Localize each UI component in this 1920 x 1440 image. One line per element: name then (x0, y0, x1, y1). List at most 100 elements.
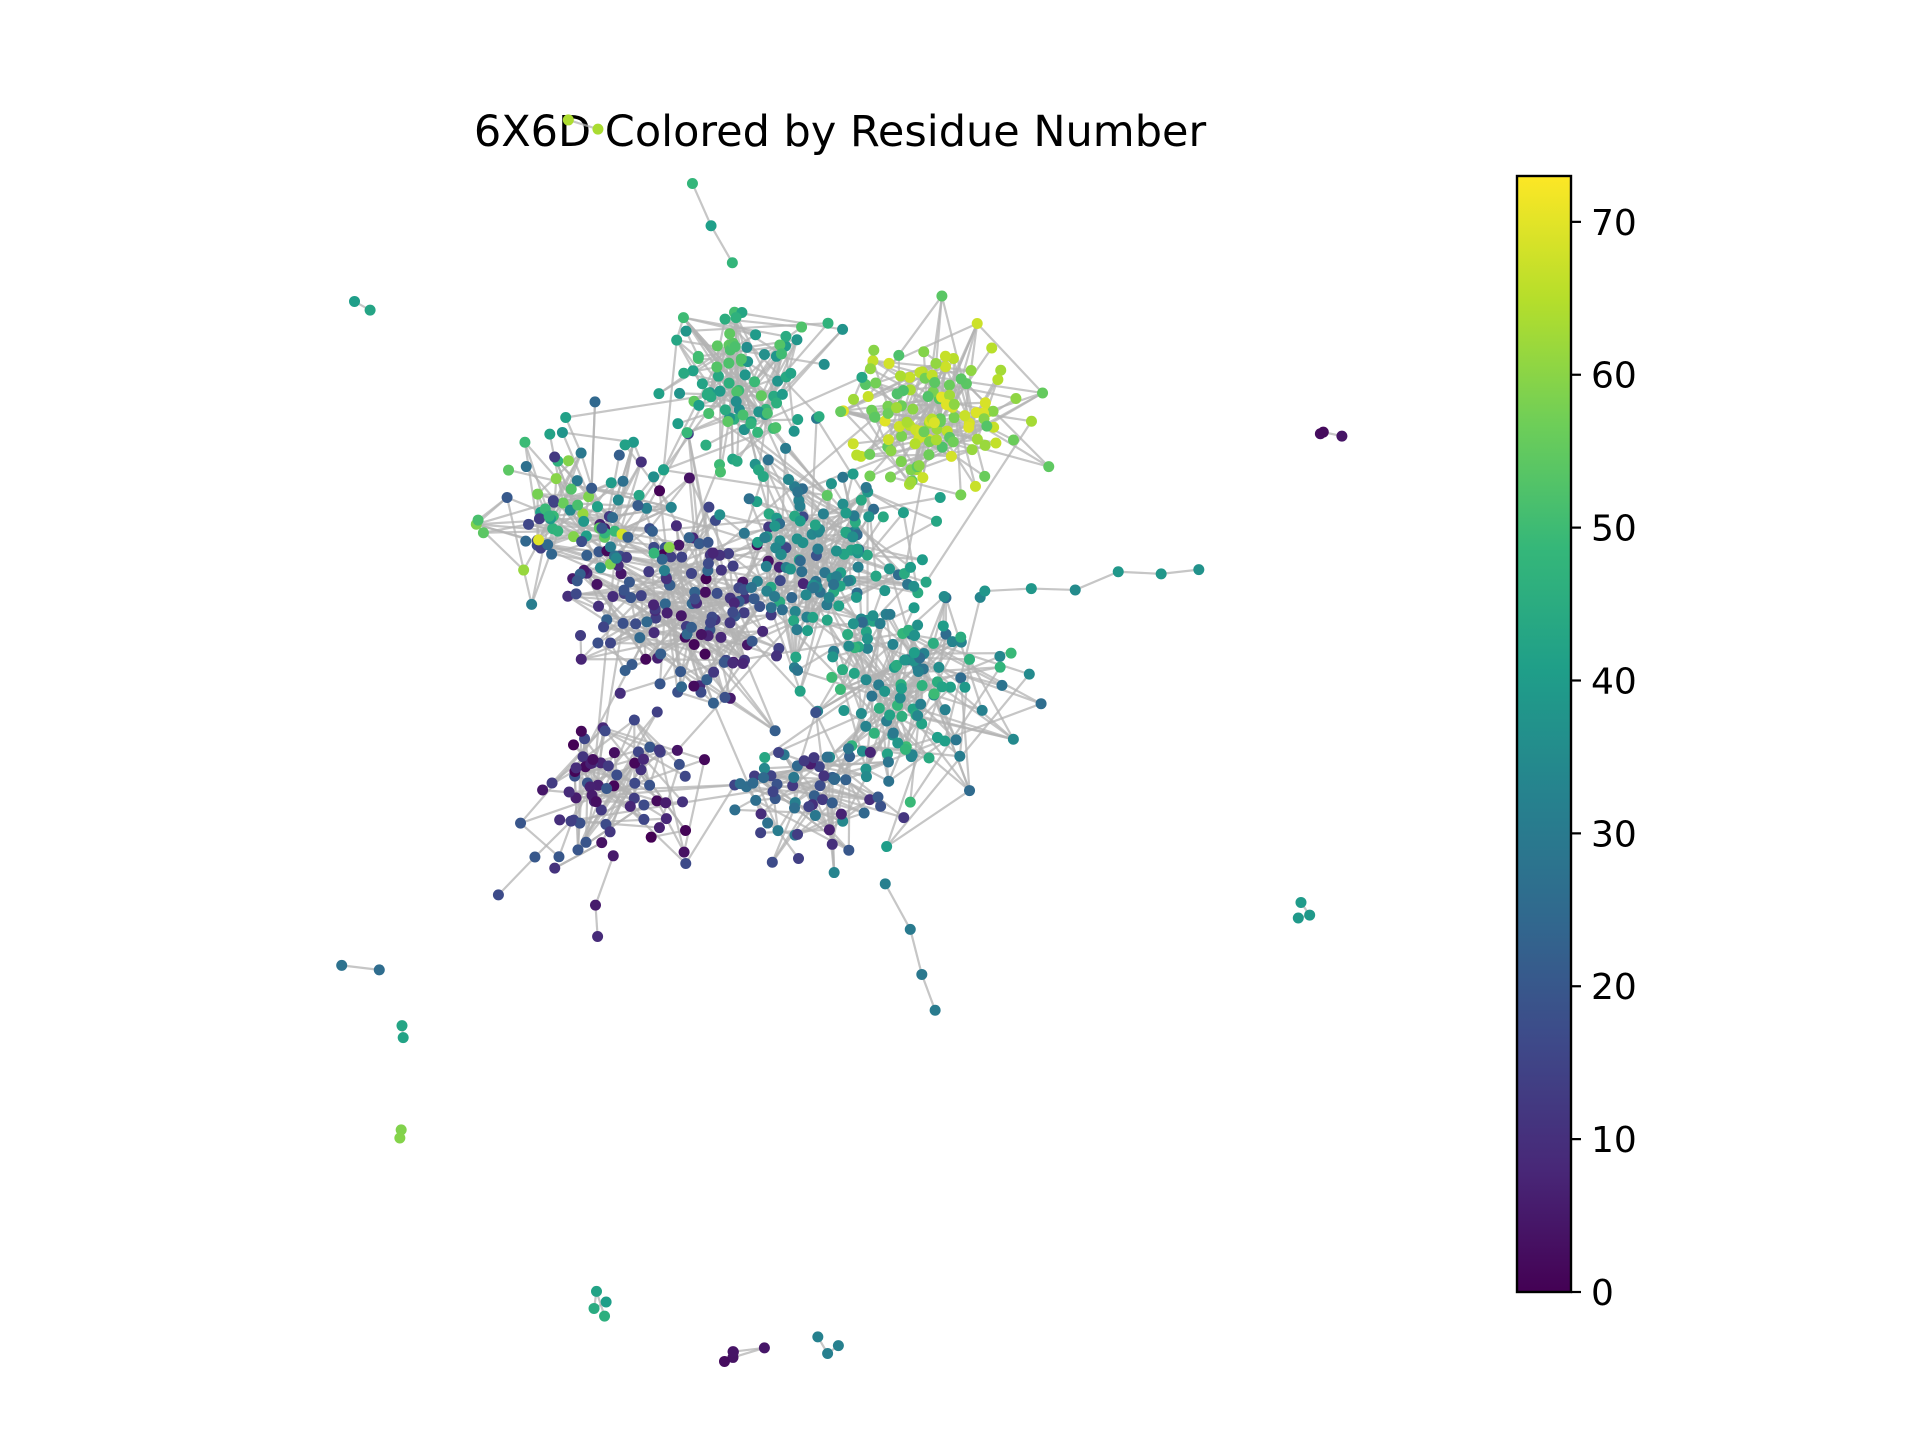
graph-edge (597, 711, 659, 786)
graph-node (994, 650, 1006, 662)
graph-node (549, 862, 561, 874)
graph-node (665, 551, 677, 563)
graph-node (882, 407, 894, 419)
graph-node (546, 548, 558, 560)
graph-node (783, 473, 795, 485)
graph-node (572, 844, 584, 856)
graph-node (589, 899, 601, 911)
graph-node (872, 791, 884, 803)
graph-node (808, 752, 820, 764)
graph-node (995, 364, 1007, 376)
graph-node (879, 685, 891, 697)
colorbar-tick-label: 70 (1591, 203, 1637, 244)
graph-node (818, 770, 830, 782)
graph-node (607, 590, 619, 602)
graph-node (648, 599, 660, 611)
graph-node (723, 548, 735, 560)
graph-edge (847, 645, 914, 756)
graph-edge (705, 577, 758, 583)
graph-node (922, 391, 934, 403)
graph-node (928, 417, 940, 429)
graph-node (665, 501, 677, 513)
graph-node (693, 538, 705, 550)
graph-node (729, 804, 741, 816)
graph-node (544, 428, 556, 440)
graph-node (843, 743, 855, 755)
graph-node (883, 357, 895, 369)
graph-node (904, 371, 916, 383)
graph-node (899, 654, 911, 666)
colorbar-tick-label: 30 (1591, 814, 1637, 855)
graph-node (731, 455, 743, 467)
graph-edge (933, 642, 1030, 676)
graph-node (790, 651, 802, 663)
graph-edge (662, 340, 678, 471)
graph-node (633, 489, 645, 501)
graph-node (891, 402, 903, 414)
graph-node (714, 466, 726, 478)
graph-edge (873, 665, 898, 734)
graph-node (856, 371, 868, 383)
graph-node (575, 630, 587, 642)
graph-node (614, 687, 626, 699)
graph-node (867, 610, 879, 622)
graph-node (897, 507, 909, 519)
graph-node (769, 590, 781, 602)
graph-node (927, 637, 939, 649)
graph-edge (688, 477, 707, 655)
graph-node (930, 358, 942, 370)
graph-node (933, 661, 945, 673)
graph-node (928, 688, 940, 700)
graph-node (861, 642, 873, 654)
graph-node (884, 471, 896, 483)
graph-edge (497, 856, 536, 896)
graph-node (523, 518, 535, 530)
graph-node (920, 576, 932, 588)
graph-node (702, 536, 714, 548)
graph-node (336, 959, 348, 971)
graph-edge (710, 225, 734, 264)
graph-node (759, 751, 771, 763)
graph-node (843, 844, 855, 856)
graph-node (656, 553, 668, 565)
graph-node (964, 653, 976, 665)
graph-node (708, 666, 720, 678)
graph-nodes (336, 114, 1348, 1367)
graph-edge (633, 719, 681, 766)
graph-edge (687, 433, 713, 554)
graph-node (828, 867, 840, 879)
graph-edge (774, 525, 826, 574)
graph-edge (723, 661, 776, 732)
graph-node (746, 635, 758, 647)
graph-node (731, 386, 743, 398)
graph-node (959, 410, 971, 422)
graph-node (994, 661, 1006, 673)
graph-node (613, 449, 625, 461)
graph-node (546, 777, 558, 789)
graph-node (847, 531, 859, 543)
graph-node (678, 846, 690, 858)
graph-node (758, 1342, 770, 1354)
graph-node (793, 853, 805, 865)
graph-edge (903, 441, 931, 574)
graph-node (894, 370, 906, 382)
graph-edge (819, 536, 854, 593)
graph-edge (476, 523, 588, 557)
graph-node (635, 456, 647, 468)
graph-node (653, 744, 665, 756)
graph-node (492, 889, 504, 901)
graph-node (936, 290, 948, 302)
graph-node (917, 472, 929, 484)
graph-node (757, 625, 769, 637)
graph-node (843, 640, 855, 652)
graph-node (915, 698, 927, 710)
graph-node (549, 451, 561, 463)
graph-node (711, 340, 723, 352)
graph-node (986, 342, 998, 354)
graph-edge (719, 513, 813, 589)
graph-node (909, 629, 921, 641)
graph-node (898, 812, 910, 824)
graph-node (632, 500, 644, 512)
graph-node (862, 390, 874, 402)
graph-node (629, 757, 641, 769)
